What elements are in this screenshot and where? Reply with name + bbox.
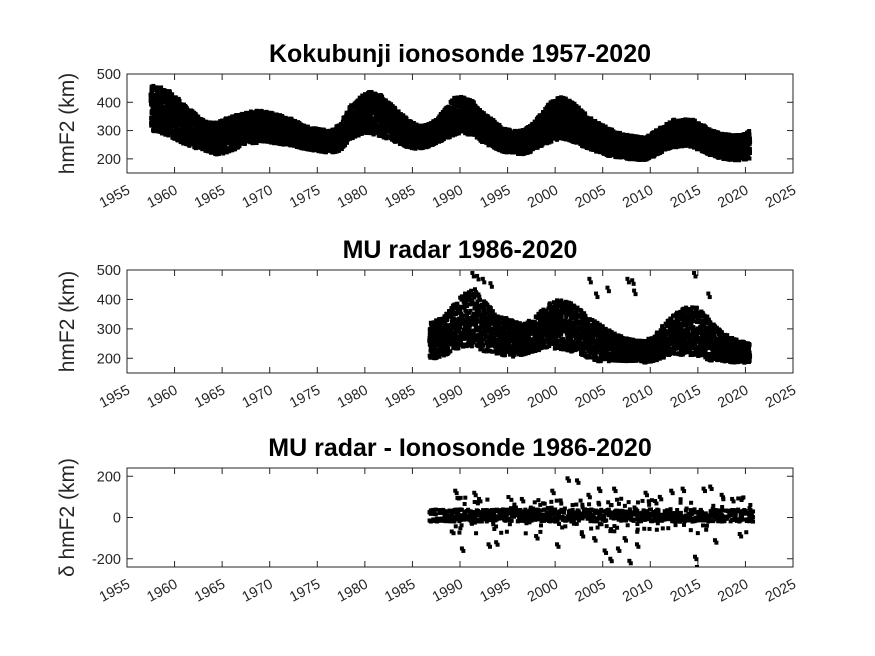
data-point — [246, 111, 251, 116]
data-point — [233, 147, 238, 152]
data-point — [172, 104, 177, 109]
data-point — [222, 139, 227, 144]
data-point — [169, 102, 174, 107]
data-point — [211, 124, 216, 129]
data-point — [230, 121, 235, 126]
data-point — [189, 138, 194, 143]
data-point — [167, 89, 172, 94]
data-point — [155, 88, 160, 93]
data-point — [265, 121, 270, 126]
data-point — [152, 110, 157, 115]
x-tick-label: 2015 — [668, 182, 704, 211]
x-tick-label: 1985 — [382, 182, 418, 211]
data-points — [148, 83, 753, 163]
data-point — [170, 92, 175, 97]
data-point — [181, 141, 186, 146]
x-tick-label: 1965 — [192, 182, 228, 211]
data-point — [200, 147, 205, 152]
x-tick-label: 1975 — [287, 182, 323, 211]
x-tick-label: 2020 — [715, 182, 751, 211]
data-point — [160, 131, 165, 136]
data-point — [149, 94, 154, 99]
data-point — [203, 148, 208, 153]
data-point — [151, 87, 156, 92]
data-point — [214, 120, 219, 125]
data-point — [231, 134, 236, 139]
x-tick-label: 1960 — [144, 182, 180, 211]
data-point — [173, 95, 178, 100]
data-point — [162, 120, 167, 125]
data-point — [278, 117, 283, 122]
data-point — [187, 143, 192, 148]
data-point — [162, 98, 167, 103]
data-point — [177, 135, 182, 140]
data-point — [163, 132, 168, 137]
data-point — [193, 146, 198, 151]
x-tick-label: 1995 — [477, 182, 513, 211]
data-point — [161, 110, 166, 115]
data-point — [172, 136, 177, 141]
data-point — [171, 118, 176, 123]
data-point — [176, 105, 181, 110]
data-point — [149, 123, 154, 128]
data-point — [238, 141, 243, 146]
x-tick-label: 1970 — [240, 182, 276, 211]
data-point — [159, 100, 164, 105]
y-axis-label: hmF2 (km) — [56, 73, 79, 175]
y-tick-label: 300 — [97, 124, 121, 140]
data-point — [224, 150, 229, 155]
data-point — [160, 129, 165, 134]
x-tick-label: 1955 — [97, 182, 133, 211]
chart-title: Kokubunji ionosonde 1957-2020 — [269, 40, 651, 68]
data-point — [173, 134, 178, 139]
data-point — [166, 133, 171, 138]
data-point — [157, 106, 162, 111]
data-point — [221, 125, 226, 130]
data-point — [165, 128, 170, 133]
data-point — [159, 85, 164, 90]
data-point — [179, 108, 184, 113]
y-tick-label: 200 — [97, 152, 121, 168]
data-point — [168, 122, 173, 127]
data-point — [154, 85, 159, 90]
data-point — [208, 120, 213, 125]
x-tick-label: 2005 — [573, 182, 609, 211]
chart-panel-1: Kokubunji ionosonde 1957-2020 hmF2 (km) 19… — [56, 40, 799, 212]
data-point — [178, 121, 183, 126]
data-point — [159, 98, 164, 103]
data-point — [171, 123, 176, 128]
data-point — [262, 116, 267, 121]
data-point — [180, 138, 185, 143]
data-point — [194, 125, 199, 130]
data-point — [165, 121, 170, 126]
data-point — [157, 120, 162, 125]
y-tick-label: 500 — [97, 67, 121, 83]
x-tick-label: 1990 — [430, 182, 466, 211]
x-tick-label: 2000 — [525, 182, 561, 211]
y-tick-label: 400 — [97, 95, 121, 111]
data-point — [215, 144, 220, 149]
data-point — [221, 151, 226, 156]
data-point — [196, 114, 201, 119]
data-point — [214, 152, 219, 157]
data-point — [283, 115, 288, 120]
data-point — [217, 134, 222, 139]
data-point — [155, 111, 160, 116]
data-point — [210, 150, 215, 155]
data-point — [268, 134, 273, 139]
x-tick-label: 1980 — [335, 182, 371, 211]
data-point — [243, 128, 248, 133]
data-point — [207, 128, 212, 133]
x-tick-label: 2010 — [620, 182, 656, 211]
x-tick-label: 2025 — [763, 182, 799, 211]
data-point — [245, 114, 250, 119]
data-point — [223, 142, 228, 147]
data-point — [274, 124, 279, 129]
data-point — [152, 129, 157, 134]
data-point — [157, 116, 162, 121]
data-point — [157, 103, 162, 108]
data-point — [165, 98, 170, 103]
